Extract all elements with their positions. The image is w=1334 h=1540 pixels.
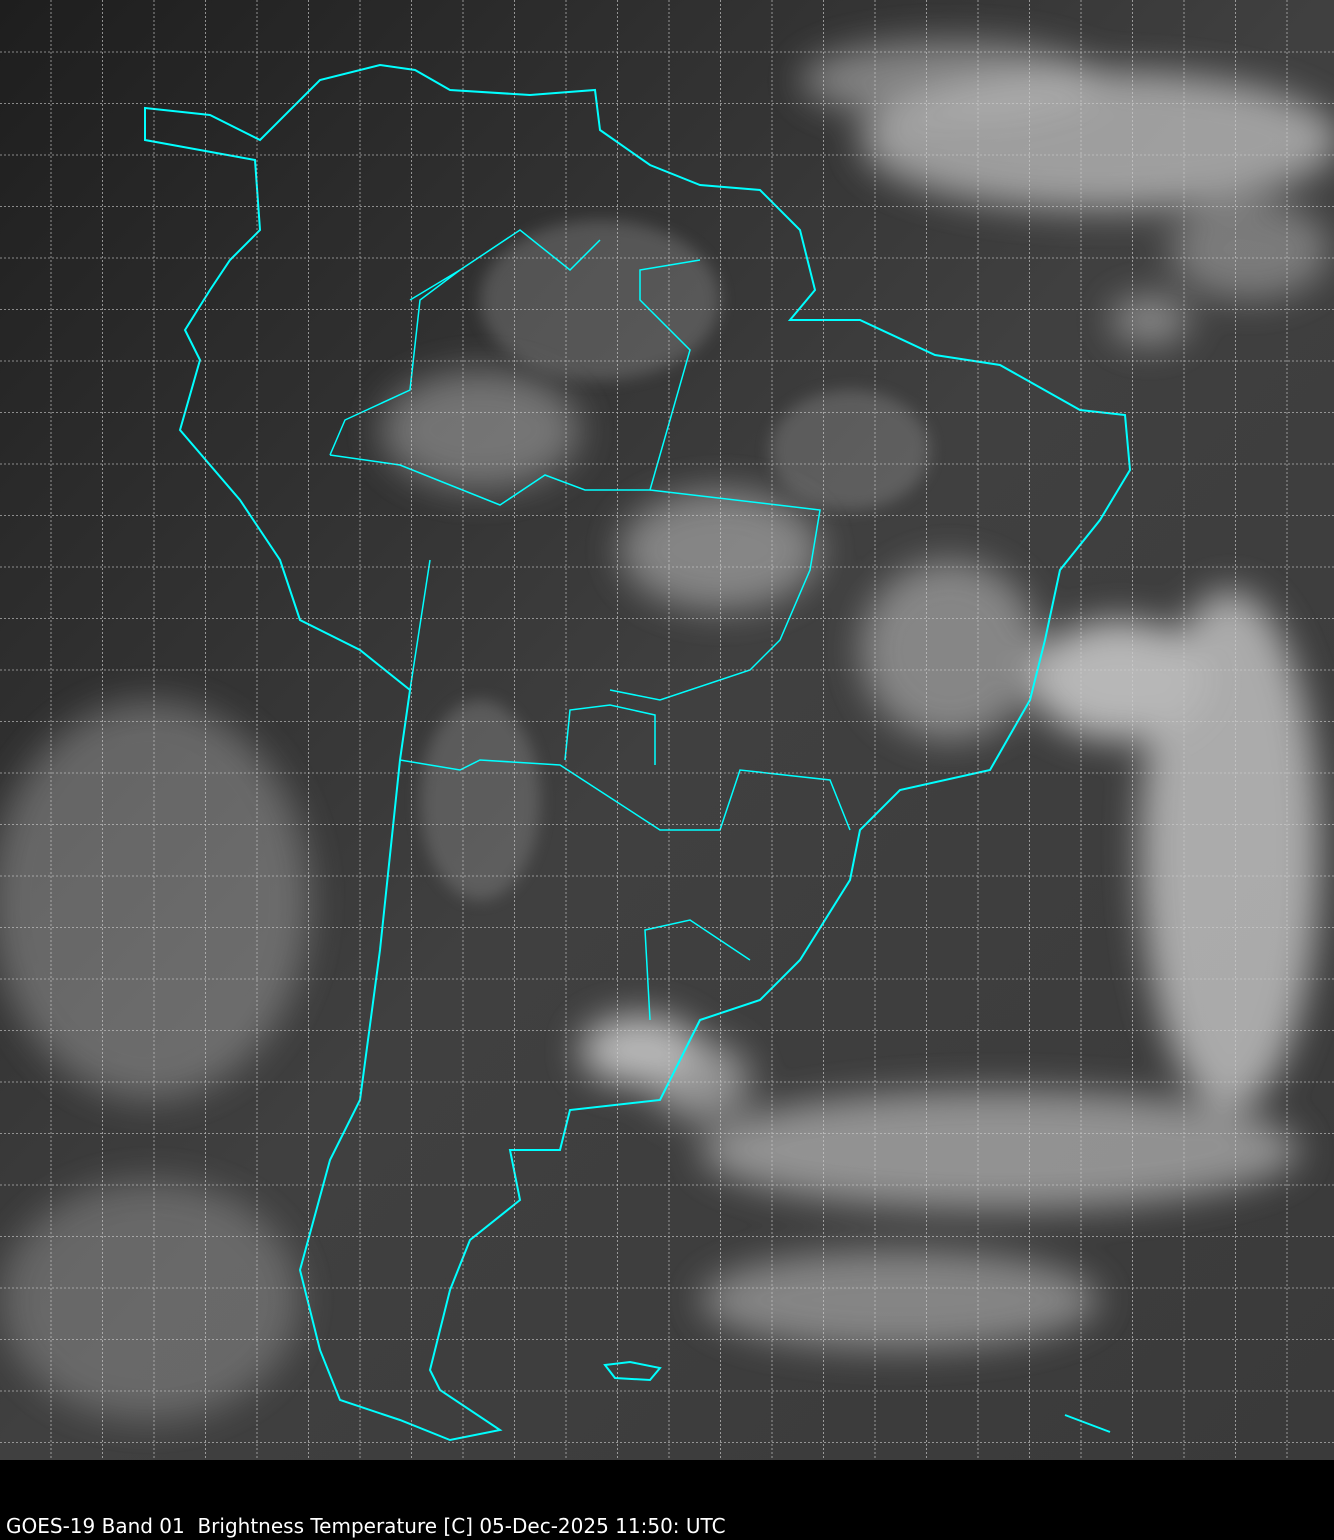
south-georgia <box>1064 1414 1111 1433</box>
land-texture <box>420 220 930 900</box>
south-america-coastline <box>144 63 1132 1442</box>
satellite-map <box>0 0 1334 1460</box>
image-caption: GOES-19 Band 01 Brightness Temperature [… <box>6 1514 726 1538</box>
coastlines <box>144 63 1132 1442</box>
lat-lon-grid <box>0 0 1334 1460</box>
falkland-islands <box>603 1360 662 1382</box>
